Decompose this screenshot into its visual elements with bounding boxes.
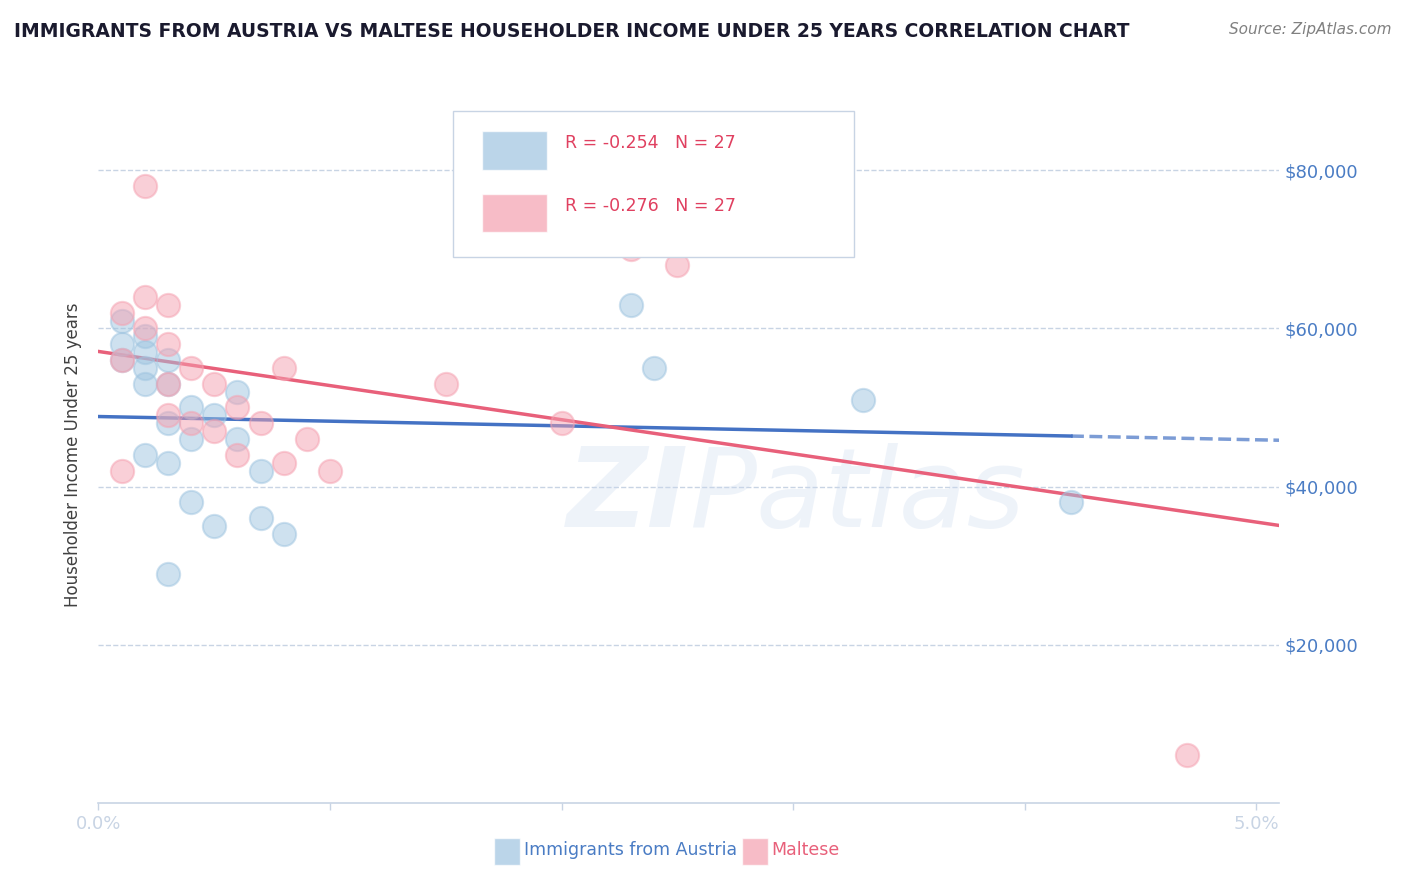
Point (156, 337, 179, 351)
Point (319, 464, 342, 478)
Text: ZI: ZI (567, 443, 689, 550)
FancyBboxPatch shape (742, 838, 768, 865)
Point (156, 417, 179, 431)
Point (434, 376, 457, 391)
Point (134, 376, 156, 391)
Text: IMMIGRANTS FROM AUSTRIA VS MALTESE HOUSEHOLDER INCOME UNDER 25 YEARS CORRELATION: IMMIGRANTS FROM AUSTRIA VS MALTESE HOUSE… (14, 22, 1129, 41)
Text: Maltese: Maltese (772, 841, 839, 859)
Point (156, 376, 179, 391)
Point (180, 401, 202, 415)
Point (620, 243, 643, 257)
Point (202, 424, 225, 438)
Point (110, 305, 132, 319)
Point (620, 298, 643, 312)
Point (226, 448, 249, 462)
Point (156, 298, 179, 312)
Point (156, 376, 179, 391)
Point (134, 448, 156, 462)
Point (249, 511, 271, 525)
Text: Patlas: Patlas (689, 443, 1025, 550)
Point (110, 353, 132, 368)
Point (156, 566, 179, 581)
Point (643, 361, 665, 376)
Point (156, 409, 179, 423)
Point (110, 313, 132, 327)
Point (226, 432, 249, 446)
Point (249, 464, 271, 478)
Point (273, 456, 295, 470)
Point (110, 464, 132, 478)
Point (1060, 495, 1083, 509)
Point (134, 290, 156, 304)
Point (550, 417, 572, 431)
Point (273, 527, 295, 541)
Point (180, 495, 202, 509)
Text: Source: ZipAtlas.com: Source: ZipAtlas.com (1229, 22, 1392, 37)
Point (180, 417, 202, 431)
Point (1175, 748, 1198, 763)
Point (202, 519, 225, 533)
Point (134, 345, 156, 359)
Point (295, 432, 318, 446)
Point (110, 337, 132, 351)
Point (273, 361, 295, 376)
Text: R = -0.276   N = 27: R = -0.276 N = 27 (565, 197, 735, 215)
Text: Immigrants from Austria: Immigrants from Austria (523, 841, 737, 859)
FancyBboxPatch shape (482, 194, 547, 232)
Point (180, 432, 202, 446)
Point (226, 384, 249, 399)
Point (202, 376, 225, 391)
Point (134, 321, 156, 335)
Point (666, 258, 689, 272)
Text: R = -0.254   N = 27: R = -0.254 N = 27 (565, 134, 735, 153)
Point (156, 353, 179, 368)
Point (202, 409, 225, 423)
Point (156, 456, 179, 470)
Point (134, 329, 156, 343)
Point (226, 401, 249, 415)
FancyBboxPatch shape (482, 131, 547, 169)
Point (134, 361, 156, 376)
Point (110, 353, 132, 368)
Point (134, 179, 156, 194)
FancyBboxPatch shape (453, 111, 855, 257)
Point (852, 392, 875, 407)
FancyBboxPatch shape (494, 838, 520, 865)
Point (735, 227, 758, 241)
Y-axis label: Householder Income Under 25 years: Householder Income Under 25 years (65, 302, 83, 607)
Point (249, 417, 271, 431)
Point (180, 361, 202, 376)
